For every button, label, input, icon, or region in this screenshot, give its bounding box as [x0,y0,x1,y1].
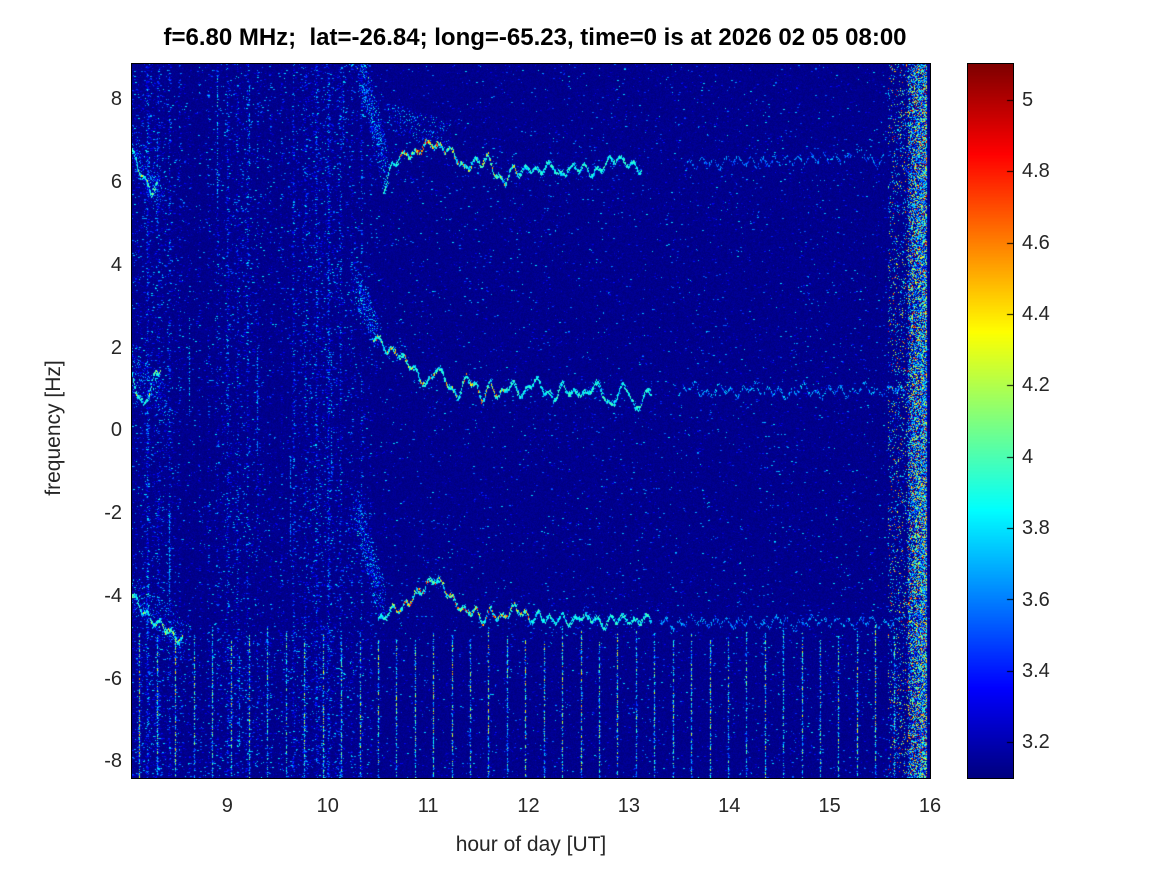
x-tick-label: 11 [417,795,439,817]
colorbar-tick-label: 4.8 [1022,160,1050,183]
colorbar-tick-label: 4 [1022,445,1034,468]
y-tick-label: -8 [104,750,122,773]
spectrogram-canvas [131,63,931,779]
x-tick-label: 16 [918,795,942,817]
colorbar-tick-label: 3.4 [1022,659,1050,682]
colorbar-tick-label: 5 [1022,88,1034,111]
colorbar-tick-label: 3.6 [1022,588,1050,611]
x-tick-label: 9 [221,795,233,817]
x-axis-label: hour of day [UT] [455,833,607,856]
x-tick-label: 15 [818,795,841,817]
colorbar-canvas [967,63,1014,779]
x-tick-label: 14 [718,795,741,817]
y-tick-label: 2 [110,336,122,359]
y-tick-label: 4 [110,253,122,276]
colorbar-tick-label: 4.4 [1022,302,1050,325]
colorbar-tick-label: 4.2 [1022,374,1050,397]
colorbar-tick-label: 4.6 [1022,231,1050,254]
y-tick-label: -6 [104,667,122,690]
y-tick-label: 6 [110,170,122,193]
colorbar-tick-label: 3.2 [1022,731,1050,754]
x-tick-label: 13 [617,795,640,817]
y-tick-label: 0 [110,419,122,442]
colorbar-tick-label: 3.8 [1022,517,1050,540]
y-tick-label: -2 [104,502,122,525]
y-tick-label: 8 [110,88,122,111]
chart-title: f=6.80 MHz; lat=-26.84; long=-65.23, tim… [163,24,907,51]
x-tick-label: 10 [316,795,339,817]
x-tick-label: 12 [517,795,540,817]
y-tick-label: -4 [104,584,122,607]
